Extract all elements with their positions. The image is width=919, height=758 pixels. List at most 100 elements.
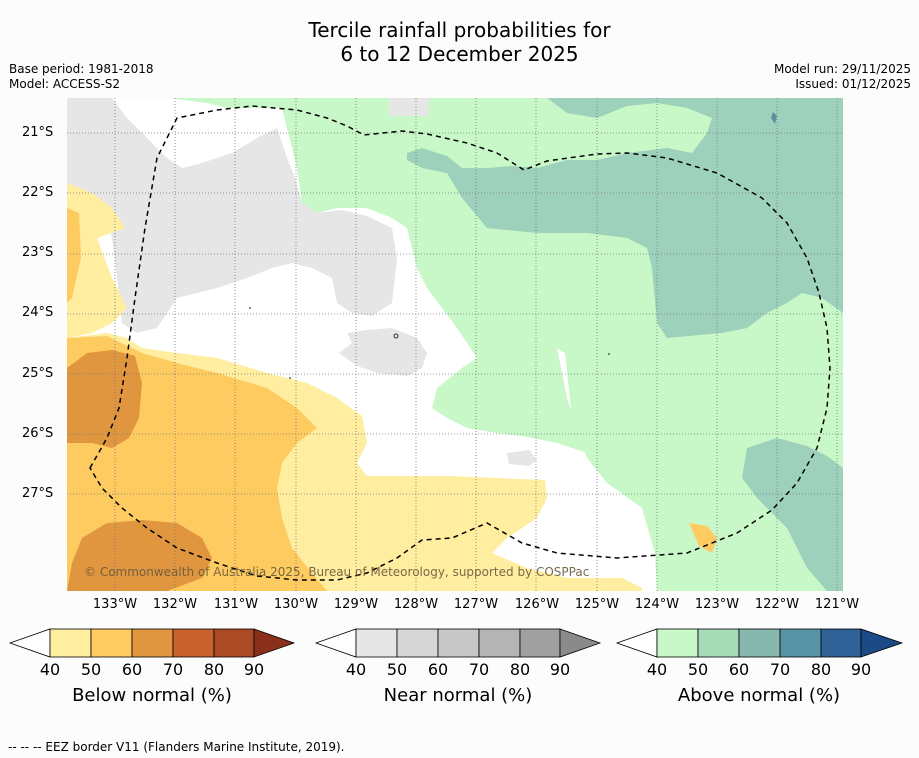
cbar-swatch xyxy=(437,628,480,658)
cbar-swatch xyxy=(8,628,51,658)
cbar-swatch xyxy=(559,628,602,658)
colorbar-below-svg xyxy=(8,628,296,658)
cbar-swatch xyxy=(820,628,862,658)
cbar-swatch xyxy=(478,628,521,658)
copyright-note: © Commonwealth of Australia 2025, Bureau… xyxy=(84,565,590,579)
cbar-swatch xyxy=(314,628,357,658)
above-normal-60-region xyxy=(407,98,843,338)
island-marker xyxy=(771,112,777,124)
eez-legend: -- -- -- EEZ border V11 (Flanders Marine… xyxy=(8,740,345,754)
above-normal-60-south xyxy=(742,438,843,591)
cbar-tick: 40 xyxy=(646,660,668,679)
cbar-tick: 60 xyxy=(427,660,449,679)
cbar-swatch xyxy=(860,628,904,658)
cbar-tick: 60 xyxy=(121,660,143,679)
cbar-tick: 90 xyxy=(243,660,265,679)
lat-label: 23°S xyxy=(22,245,54,260)
below-normal-40-region xyxy=(67,183,127,338)
colorbar-above-normal: 40 50 60 70 80 90 Above normal (%) xyxy=(615,627,905,727)
colorbar-label-near: Near normal (%) xyxy=(383,685,533,706)
cbar-swatch xyxy=(355,628,398,658)
cbar-tick: 50 xyxy=(80,660,102,679)
eez-border xyxy=(89,105,831,581)
issued-date: Issued: 01/12/2025 xyxy=(795,77,911,91)
map-svg xyxy=(67,98,843,591)
cbar-swatch xyxy=(396,628,439,658)
near-normal-small-patch xyxy=(507,450,537,466)
colorbar-label-below: Below normal (%) xyxy=(72,685,232,706)
below-normal-50-east xyxy=(689,523,717,553)
cbar-tick: 70 xyxy=(468,660,490,679)
cbar-swatch xyxy=(779,628,822,658)
near-normal-east-lobe xyxy=(339,328,427,376)
cbar-swatch xyxy=(253,628,296,658)
cbar-tick: 40 xyxy=(345,660,367,679)
cbar-tick: 80 xyxy=(509,660,531,679)
lat-gridlines xyxy=(67,132,843,495)
cbar-tick: 80 xyxy=(203,660,225,679)
lat-label: 21°S xyxy=(22,125,54,140)
cbar-tick: 90 xyxy=(850,660,872,679)
cbar-swatch xyxy=(213,628,255,658)
colorbar-label-above: Above normal (%) xyxy=(677,685,841,706)
model-run: Model run: 29/11/2025 xyxy=(773,62,911,76)
lon-label: 125°W xyxy=(574,597,620,612)
lon-label: 129°W xyxy=(333,597,379,612)
meta-left: Base period: 1981-2018 Model: ACCESS-S2 xyxy=(9,62,154,92)
cbar-tick: 70 xyxy=(162,660,184,679)
base-period: Base period: 1981-2018 xyxy=(9,62,154,76)
cbar-tick: 40 xyxy=(39,660,61,679)
near-normal-region xyxy=(67,98,397,333)
lon-label: 126°W xyxy=(514,597,560,612)
cbar-tick: 50 xyxy=(386,660,408,679)
lon-label: 132°W xyxy=(152,597,198,612)
cbar-swatch xyxy=(656,628,699,658)
cbar-swatch xyxy=(172,628,215,658)
below-normal-50-west xyxy=(67,208,81,303)
lon-label: 127°W xyxy=(453,597,499,612)
lon-label: 124°W xyxy=(634,597,680,612)
meta-right: Model run: 29/11/2025 Issued: 01/12/2025 xyxy=(774,62,911,92)
colorbar-below-normal: 40 50 60 70 80 90 Below normal (%) xyxy=(8,627,296,727)
lon-label: 123°W xyxy=(694,597,740,612)
lon-label: 122°W xyxy=(754,597,800,612)
lat-label: 27°S xyxy=(22,486,54,501)
lon-label: 131°W xyxy=(213,597,259,612)
cbar-tick: 80 xyxy=(810,660,832,679)
lat-label: 26°S xyxy=(22,426,54,441)
below-normal-60-north xyxy=(67,350,142,448)
lon-label: 128°W xyxy=(393,597,439,612)
lon-gridlines xyxy=(114,98,838,591)
lon-label: 121°W xyxy=(814,597,860,612)
chart-title: Tercile rainfall probabilities for 6 to … xyxy=(0,18,919,66)
title-line-1: Tercile rainfall probabilities for xyxy=(308,18,611,42)
island-marker xyxy=(608,353,610,355)
island-marker xyxy=(289,377,291,379)
colorbar-near-svg xyxy=(314,628,602,658)
model-name: Model: ACCESS-S2 xyxy=(9,77,121,91)
lon-label: 130°W xyxy=(273,597,319,612)
cbar-swatch xyxy=(90,628,133,658)
cbar-tick: 90 xyxy=(549,660,571,679)
cbar-swatch xyxy=(519,628,561,658)
cbar-swatch xyxy=(738,628,781,658)
below-normal-60-south xyxy=(67,520,212,591)
island-marker xyxy=(393,333,399,339)
title-line-2: 6 to 12 December 2025 xyxy=(340,42,579,66)
lat-label: 22°S xyxy=(22,185,54,200)
cbar-swatch xyxy=(131,628,174,658)
lat-label: 25°S xyxy=(22,366,54,381)
cbar-swatch xyxy=(697,628,740,658)
cbar-tick: 50 xyxy=(687,660,709,679)
cbar-tick: 70 xyxy=(769,660,791,679)
near-normal-top-box xyxy=(389,98,429,116)
probability-map xyxy=(67,98,843,591)
lon-label: 133°W xyxy=(92,597,138,612)
island-marker xyxy=(249,307,251,309)
lat-label: 24°S xyxy=(22,305,54,320)
colorbar-above-svg xyxy=(615,628,904,658)
cbar-tick: 60 xyxy=(728,660,750,679)
cbar-swatch xyxy=(49,628,92,658)
colorbar-near-normal: 40 50 60 70 80 90 Near normal (%) xyxy=(314,627,602,727)
cbar-swatch xyxy=(615,628,658,658)
